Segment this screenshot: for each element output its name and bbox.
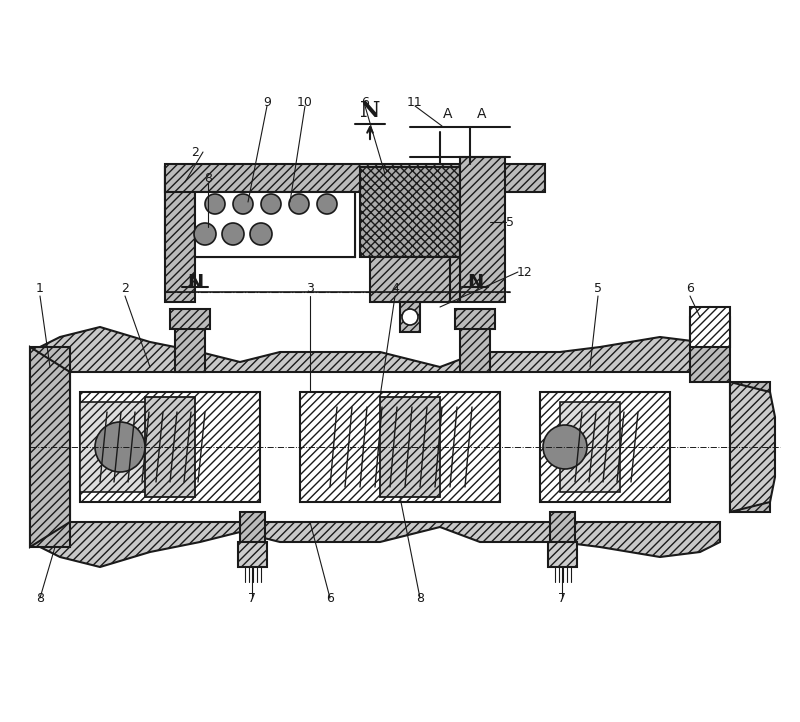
Circle shape <box>233 194 253 214</box>
Circle shape <box>95 422 145 472</box>
Polygon shape <box>40 522 720 567</box>
Text: 12: 12 <box>517 266 533 279</box>
Text: 6: 6 <box>686 282 694 295</box>
Bar <box>80 392 260 502</box>
Bar <box>380 397 440 497</box>
Bar <box>165 167 195 302</box>
Bar <box>370 257 450 302</box>
Bar <box>548 542 577 567</box>
Polygon shape <box>730 382 775 512</box>
Circle shape <box>205 194 225 214</box>
Text: 2: 2 <box>191 146 199 159</box>
Bar <box>170 309 210 329</box>
Text: 2: 2 <box>121 282 129 295</box>
Bar <box>550 512 575 547</box>
Text: A: A <box>478 107 486 121</box>
Polygon shape <box>40 327 720 372</box>
Circle shape <box>261 194 281 214</box>
Text: N: N <box>467 272 483 292</box>
Bar <box>540 392 670 502</box>
Bar <box>460 327 490 372</box>
Bar <box>240 512 265 547</box>
Polygon shape <box>360 167 460 257</box>
Bar <box>175 327 205 372</box>
Text: 10: 10 <box>297 95 313 108</box>
Bar <box>390 257 460 302</box>
Bar <box>300 392 500 502</box>
Text: 8: 8 <box>36 592 44 605</box>
Polygon shape <box>690 307 730 382</box>
Circle shape <box>250 223 272 245</box>
Text: 6: 6 <box>326 592 334 605</box>
Text: 9: 9 <box>263 95 271 108</box>
Bar <box>730 382 770 512</box>
Text: A: A <box>443 107 453 121</box>
Text: 6: 6 <box>361 95 369 108</box>
Text: 5: 5 <box>594 282 602 295</box>
Bar <box>80 402 170 492</box>
Text: 1: 1 <box>36 282 44 295</box>
Bar <box>560 402 620 492</box>
Circle shape <box>289 194 309 214</box>
Bar <box>455 309 495 329</box>
Text: 5: 5 <box>506 215 514 228</box>
Bar <box>165 164 545 192</box>
Bar <box>238 542 267 567</box>
Text: 4: 4 <box>391 282 399 295</box>
Text: N: N <box>360 100 380 122</box>
Circle shape <box>402 309 418 325</box>
Text: N: N <box>187 272 203 292</box>
Circle shape <box>317 194 337 214</box>
Polygon shape <box>30 347 70 547</box>
Text: 7: 7 <box>558 592 566 605</box>
Text: 8: 8 <box>204 173 212 186</box>
Text: 7: 7 <box>248 592 256 605</box>
Bar <box>195 192 355 257</box>
Circle shape <box>543 425 587 469</box>
Bar <box>460 157 505 302</box>
Circle shape <box>194 223 216 245</box>
Bar <box>145 397 195 497</box>
Circle shape <box>222 223 244 245</box>
Bar <box>165 167 355 257</box>
Text: 3: 3 <box>306 282 314 295</box>
Bar <box>690 307 730 347</box>
Bar <box>30 347 70 547</box>
Bar <box>400 302 420 332</box>
Text: 11: 11 <box>407 95 423 108</box>
Text: 8: 8 <box>416 592 424 605</box>
